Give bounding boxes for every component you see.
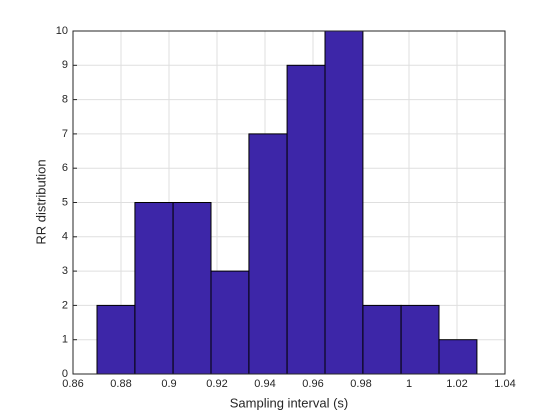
bar	[400, 304, 440, 375]
x-tick-label: 0.88	[110, 378, 131, 390]
y-tick-label: 3	[62, 265, 68, 277]
y-tick-label: 4	[62, 231, 68, 243]
bar	[134, 202, 174, 375]
y-tick-label: 5	[62, 196, 68, 208]
y-tick-label: 1	[62, 334, 68, 346]
x-tick-label: 1.02	[446, 378, 467, 390]
x-tick-label: 0.92	[206, 378, 227, 390]
bar	[248, 133, 288, 375]
y-tick-label: 2	[62, 299, 68, 311]
y-tick-label: 8	[62, 94, 68, 106]
y-tick-label: 7	[62, 128, 68, 140]
x-tick-label: 1.04	[494, 378, 515, 390]
x-tick-label: 0.9	[161, 378, 176, 390]
y-axis-label: RR distribution	[33, 159, 48, 244]
axes-box	[72, 30, 506, 375]
x-tick-label: 0.98	[350, 378, 371, 390]
bar	[172, 202, 212, 375]
x-tick-label: 0.94	[254, 378, 275, 390]
bar	[286, 64, 326, 375]
x-axis-label: Sampling interval (s)	[230, 395, 349, 410]
y-tick-label: 9	[62, 59, 68, 71]
y-tick-label: 10	[56, 25, 68, 37]
bar	[210, 270, 250, 375]
bar	[362, 304, 402, 375]
x-tick-label: 1	[406, 378, 412, 390]
bar	[438, 339, 478, 375]
x-tick-label: 0.96	[302, 378, 323, 390]
bar	[324, 30, 364, 375]
y-tick-label: 6	[62, 162, 68, 174]
y-tick-label: 0	[62, 368, 68, 380]
bar	[96, 304, 136, 375]
x-tick-label: 0.86	[62, 378, 83, 390]
